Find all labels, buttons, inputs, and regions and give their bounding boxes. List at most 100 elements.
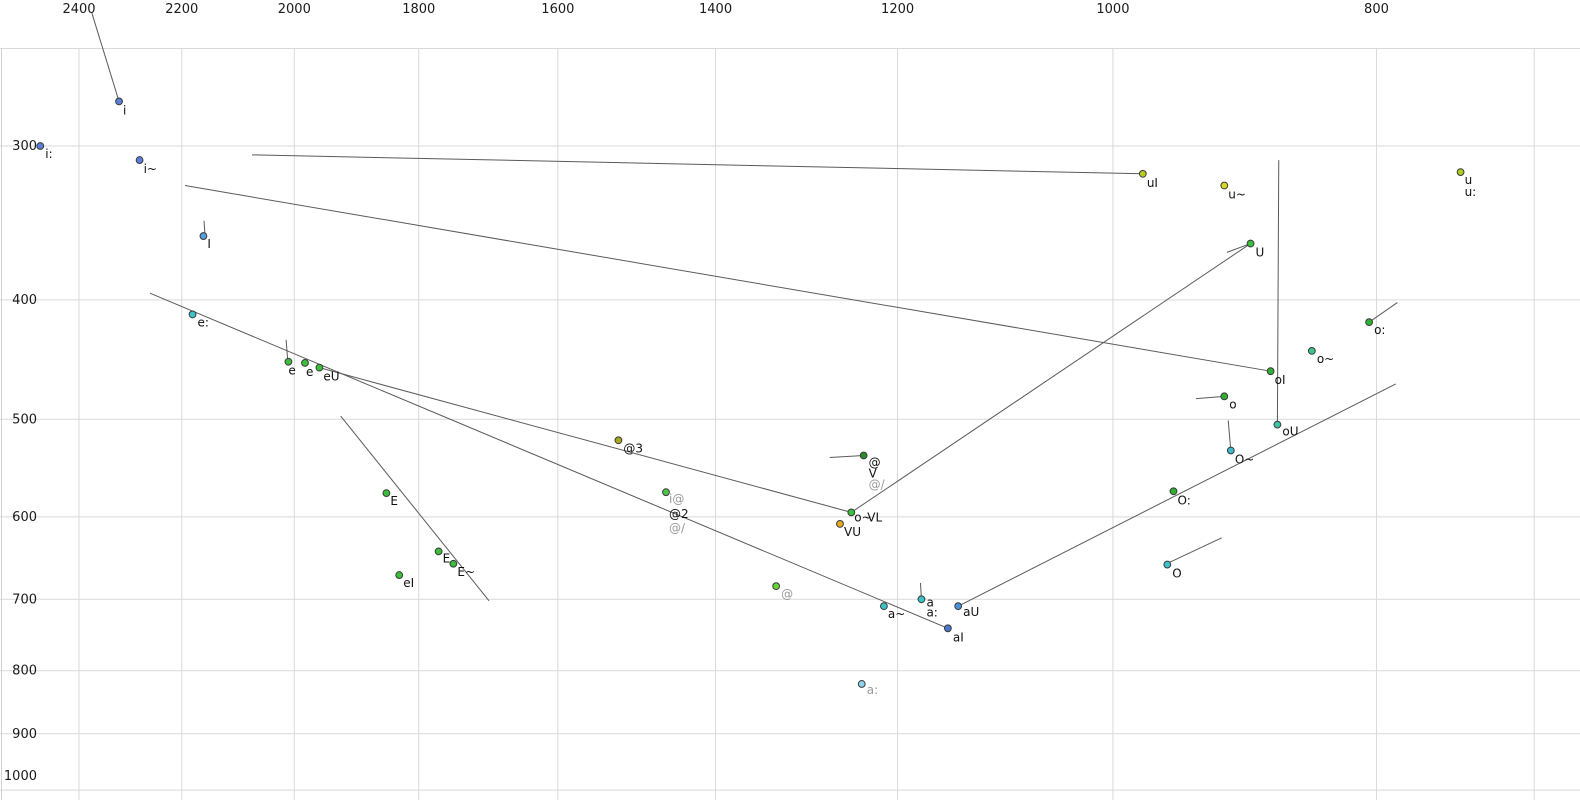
point-label: I <box>207 237 211 251</box>
x-axis-labels: 2400 2200 2000 1800 1600 1400 1200 1000 800 <box>62 2 1388 17</box>
point-label: e: <box>198 315 209 329</box>
data-point <box>614 436 623 445</box>
point-label: O <box>1172 567 1181 581</box>
point-label: @/ <box>669 521 686 535</box>
point-label: @/ <box>869 477 886 491</box>
data-point <box>199 232 208 240</box>
point-label: o~ <box>854 510 871 524</box>
point-labels: ii:i~Ie:e e eUEEE~eI@3i@@2@/@@V@/o~VLVUa~a… <box>45 103 1476 697</box>
data-point <box>1266 367 1275 376</box>
trajectory-line <box>1196 395 1225 400</box>
data-point <box>1307 347 1316 355</box>
point-label: o <box>1229 397 1236 411</box>
trajectory-lines <box>91 12 1398 629</box>
x-tick-label: 2400 <box>62 2 95 17</box>
point-label: aI <box>953 630 964 644</box>
data-point <box>954 602 963 611</box>
y-tick-label: 800 <box>12 664 37 679</box>
data-point <box>1163 560 1172 569</box>
trajectory-line <box>340 415 490 602</box>
point-label: oU <box>1282 425 1298 439</box>
point-label: @2 <box>669 507 689 521</box>
data-point <box>135 156 144 164</box>
trajectory-line <box>829 454 864 458</box>
point-label: e <box>306 365 313 379</box>
point-label: E <box>390 494 398 508</box>
point-label: oI <box>1275 373 1286 387</box>
trajectory-line <box>184 185 1271 372</box>
point-label: i <box>123 103 126 117</box>
trajectory-line <box>91 12 120 102</box>
data-point <box>1273 420 1282 429</box>
x-tick-label: 1000 <box>1096 2 1129 17</box>
trajectory-line <box>319 367 852 513</box>
point-label: u~ <box>1228 188 1246 202</box>
data-point <box>382 489 391 498</box>
point-label: o: <box>1374 323 1385 337</box>
point-label: @3 <box>623 441 643 455</box>
data-point <box>857 680 866 688</box>
trajectory-line <box>251 154 1143 175</box>
trajectory-line <box>1164 537 1222 566</box>
data-point <box>772 582 781 591</box>
point-label: @ <box>781 587 793 601</box>
data-point <box>1138 169 1147 178</box>
gridlines <box>0 47 1580 800</box>
point-label: i~ <box>144 162 157 176</box>
point-label: V <box>869 466 878 480</box>
x-tick-label: 1400 <box>699 2 732 17</box>
trajectory-line <box>851 243 1251 513</box>
point-label: U <box>1256 246 1265 260</box>
data-point <box>315 363 324 372</box>
data-point <box>917 595 926 604</box>
data-point <box>1456 168 1465 177</box>
point-label: u: <box>1465 185 1477 199</box>
data-point <box>836 520 844 528</box>
point-label: uI <box>1147 176 1158 190</box>
data-point <box>1246 239 1255 248</box>
point-label: O: <box>1178 493 1191 507</box>
point-label: aU <box>963 605 979 619</box>
y-tick-label: 300 <box>12 139 37 154</box>
x-tick-label: 1600 <box>541 2 574 17</box>
data-point <box>1220 181 1229 190</box>
point-label: VU <box>844 525 861 539</box>
x-tick-label: 2200 <box>165 2 198 17</box>
y-tick-label: 400 <box>12 293 37 308</box>
data-point <box>1169 487 1178 496</box>
point-label: @ <box>869 455 881 469</box>
x-tick-label: 1200 <box>881 2 914 17</box>
point-label: a <box>926 595 933 609</box>
trajectory-line <box>149 292 949 629</box>
data-point <box>115 97 123 106</box>
y-tick-label: 500 <box>12 412 37 427</box>
data-point <box>449 559 458 568</box>
y-axis-labels: 300 400 500 600 700 800 900 1000 <box>4 139 37 784</box>
point-label: o~ <box>1317 352 1334 366</box>
y-tick-label: 600 <box>12 510 37 525</box>
data-points <box>36 97 1465 688</box>
trajectory-line <box>1226 243 1251 253</box>
data-point <box>1220 392 1229 401</box>
data-point <box>662 488 670 497</box>
x-tick-label: 1800 <box>402 2 435 17</box>
point-label: e <box>288 364 295 378</box>
point-label: a: <box>926 605 937 619</box>
data-point <box>434 547 443 556</box>
trajectory-line <box>1276 160 1280 425</box>
point-label: i: <box>45 147 52 161</box>
point-label: eI <box>403 576 414 590</box>
data-point <box>301 359 309 367</box>
data-point <box>36 142 45 150</box>
point-label: E~ <box>457 565 475 579</box>
point-label: eU <box>323 370 339 384</box>
data-point <box>284 357 293 366</box>
y-tick-label: 1000 <box>4 769 37 784</box>
y-tick-label: 700 <box>12 592 37 607</box>
point-label: O~ <box>1235 452 1255 466</box>
x-tick-label: 2000 <box>278 2 311 17</box>
data-point <box>880 602 888 611</box>
x-tick-label: 800 <box>1364 2 1389 17</box>
point-label: u <box>1465 173 1473 187</box>
